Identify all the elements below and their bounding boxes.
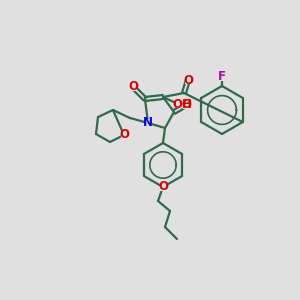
Text: O: O xyxy=(181,98,191,112)
FancyBboxPatch shape xyxy=(145,119,152,127)
FancyBboxPatch shape xyxy=(218,73,226,81)
Text: O: O xyxy=(183,74,193,86)
FancyBboxPatch shape xyxy=(160,183,167,191)
Text: N: N xyxy=(143,116,153,130)
FancyBboxPatch shape xyxy=(176,100,188,108)
Text: F: F xyxy=(218,70,226,83)
FancyBboxPatch shape xyxy=(130,83,136,91)
Text: O: O xyxy=(158,181,168,194)
Text: OH: OH xyxy=(172,98,192,110)
FancyBboxPatch shape xyxy=(184,76,191,84)
Text: O: O xyxy=(128,80,138,94)
Text: O: O xyxy=(119,128,129,142)
FancyBboxPatch shape xyxy=(121,131,128,139)
FancyBboxPatch shape xyxy=(182,101,190,109)
